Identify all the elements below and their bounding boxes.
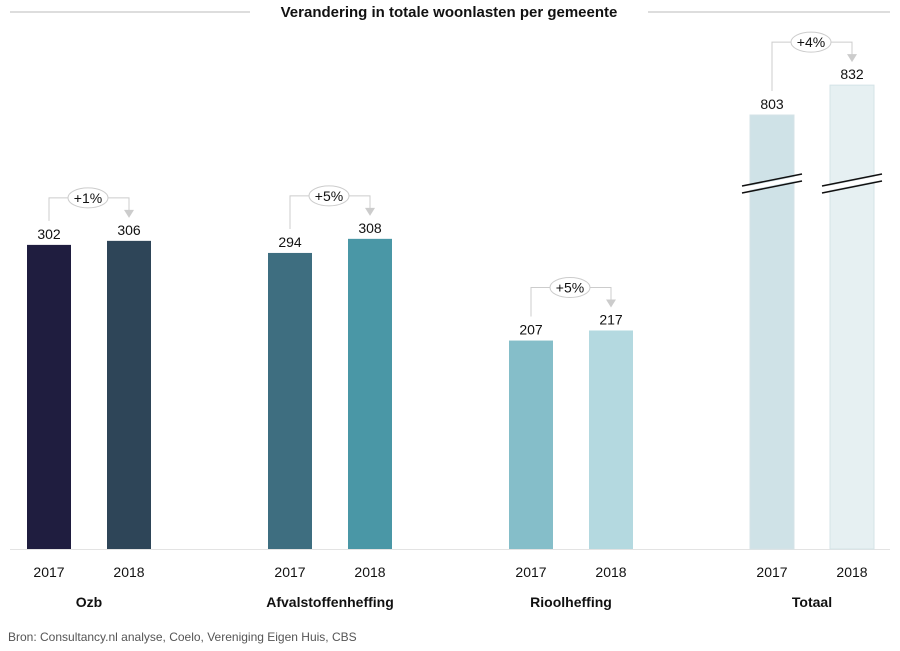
chart-title: Verandering in totale woonlasten per gem… <box>281 4 618 21</box>
data-label: 207 <box>519 322 543 338</box>
change-arrow-icon <box>847 54 857 63</box>
group-label: Rioolheffing <box>530 594 612 610</box>
data-label: 217 <box>599 311 623 327</box>
group-label: Afvalstoffenheffing <box>266 594 394 610</box>
tick-label: 2017 <box>33 564 64 580</box>
change-arrow-icon <box>606 299 616 308</box>
group-label: Ozb <box>76 594 102 610</box>
bar-ozb-2017 <box>27 244 71 550</box>
axis-break-gap <box>821 175 883 192</box>
bar-rioolheffing-2018 <box>589 330 633 549</box>
bar-totaal-2018 <box>829 84 875 550</box>
change-bubble <box>549 276 591 298</box>
source-note: Bron: Consultancy.nl analyse, Coelo, Ver… <box>8 630 357 644</box>
change-arrow-icon <box>124 209 134 218</box>
tick-label: 2018 <box>836 564 867 580</box>
axis-break-gap <box>741 175 803 192</box>
bar-afvalstoffenheffing-2017 <box>268 252 312 549</box>
bar-afvalstoffenheffing-2018 <box>348 238 392 549</box>
axis-break-mark <box>821 173 883 187</box>
tick-label: 2017 <box>274 564 305 580</box>
bar-ozb-2018 <box>107 240 151 549</box>
tick-label: 2017 <box>515 564 546 580</box>
data-label: 832 <box>840 66 864 82</box>
change-label: +4% <box>797 34 825 50</box>
data-label: 803 <box>760 96 784 112</box>
data-label: 306 <box>117 222 141 238</box>
change-bubble <box>308 185 350 207</box>
change-label: +5% <box>315 188 343 204</box>
data-label: 294 <box>278 234 302 250</box>
axis-break-mark <box>741 173 803 187</box>
tick-label: 2017 <box>756 564 787 580</box>
change-label: +1% <box>74 190 102 206</box>
change-label: +5% <box>556 279 584 295</box>
data-label: 308 <box>358 220 382 236</box>
axis-break-mark <box>741 180 803 194</box>
bar-rioolheffing-2017 <box>509 340 553 549</box>
tick-label: 2018 <box>354 564 385 580</box>
change-arrow-icon <box>365 207 375 216</box>
change-bubble <box>67 187 109 209</box>
data-label: 302 <box>37 226 61 242</box>
change-bubble <box>790 31 832 53</box>
tick-label: 2018 <box>595 564 626 580</box>
tick-label: 2018 <box>113 564 144 580</box>
axis-break-mark <box>821 180 883 194</box>
group-label: Totaal <box>792 594 832 610</box>
